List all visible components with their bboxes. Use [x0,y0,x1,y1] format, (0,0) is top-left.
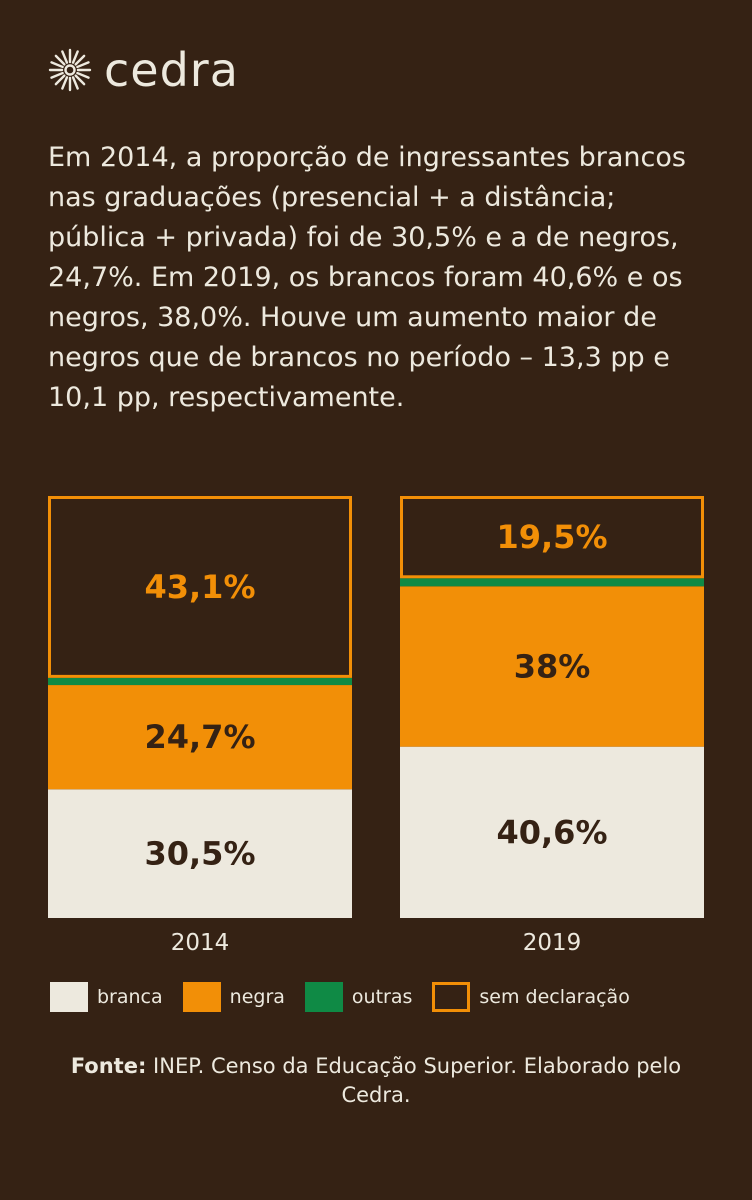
bar-2019-outras [400,578,704,587]
data-label-2014-sem-declaração: 43,1% [144,568,255,606]
stacked-bar-chart: 30,5% 24,7% 43,1% 2014 40,6% 38% 19,5% 2019 [48,496,704,956]
source-text: INEP. Censo da Educação Superior. Elabor… [146,1054,682,1107]
bar-2014-branca [48,789,352,918]
legend-label: outras [351,986,413,1008]
legend-swatch [50,982,88,1012]
bar-2019-sem-declaração [400,496,704,579]
data-label-2014-branca: 30,5% [144,835,255,873]
x-tick-label-2019: 2019 [523,930,582,956]
legend-label: branca [97,986,163,1008]
source-prefix: Fonte: [70,1054,147,1078]
data-label-2019-branca: 40,6% [496,813,607,851]
legend-swatch [304,982,343,1012]
brand-logo: cedra [48,40,239,100]
intro-text: Em 2014, a proporção de ingressantes bra… [48,142,686,413]
bar-2019-negra [400,586,704,747]
brand-name: cedra [104,43,239,97]
bar-2014-sem-declaração [48,496,352,678]
legend-label: negra [229,986,285,1008]
data-label-2019-sem-declaração: 19,5% [496,518,607,556]
bar-2019-branca [400,746,704,918]
legend-label: sem declaração [479,986,630,1008]
legend-swatch [432,982,471,1012]
sunburst-icon [48,48,92,92]
data-label-2019-negra: 38% [514,647,591,685]
legend: branca negra outras sem declaração [50,982,650,1012]
legend-item-outras: outras [304,982,413,1012]
legend-item-negra: negra [182,982,285,1012]
bar-2014-outras [48,677,352,686]
x-tick-label-2014: 2014 [171,930,230,956]
bar-2014-negra [48,685,352,790]
data-label-2014-negra: 24,7% [144,718,255,756]
legend-swatch [182,982,221,1012]
legend-item-sem-declaracao: sem declaração [432,982,630,1012]
source-note: Fonte: INEP. Censo da Educação Superior.… [40,1052,712,1110]
legend-item-branca: branca [50,982,163,1012]
